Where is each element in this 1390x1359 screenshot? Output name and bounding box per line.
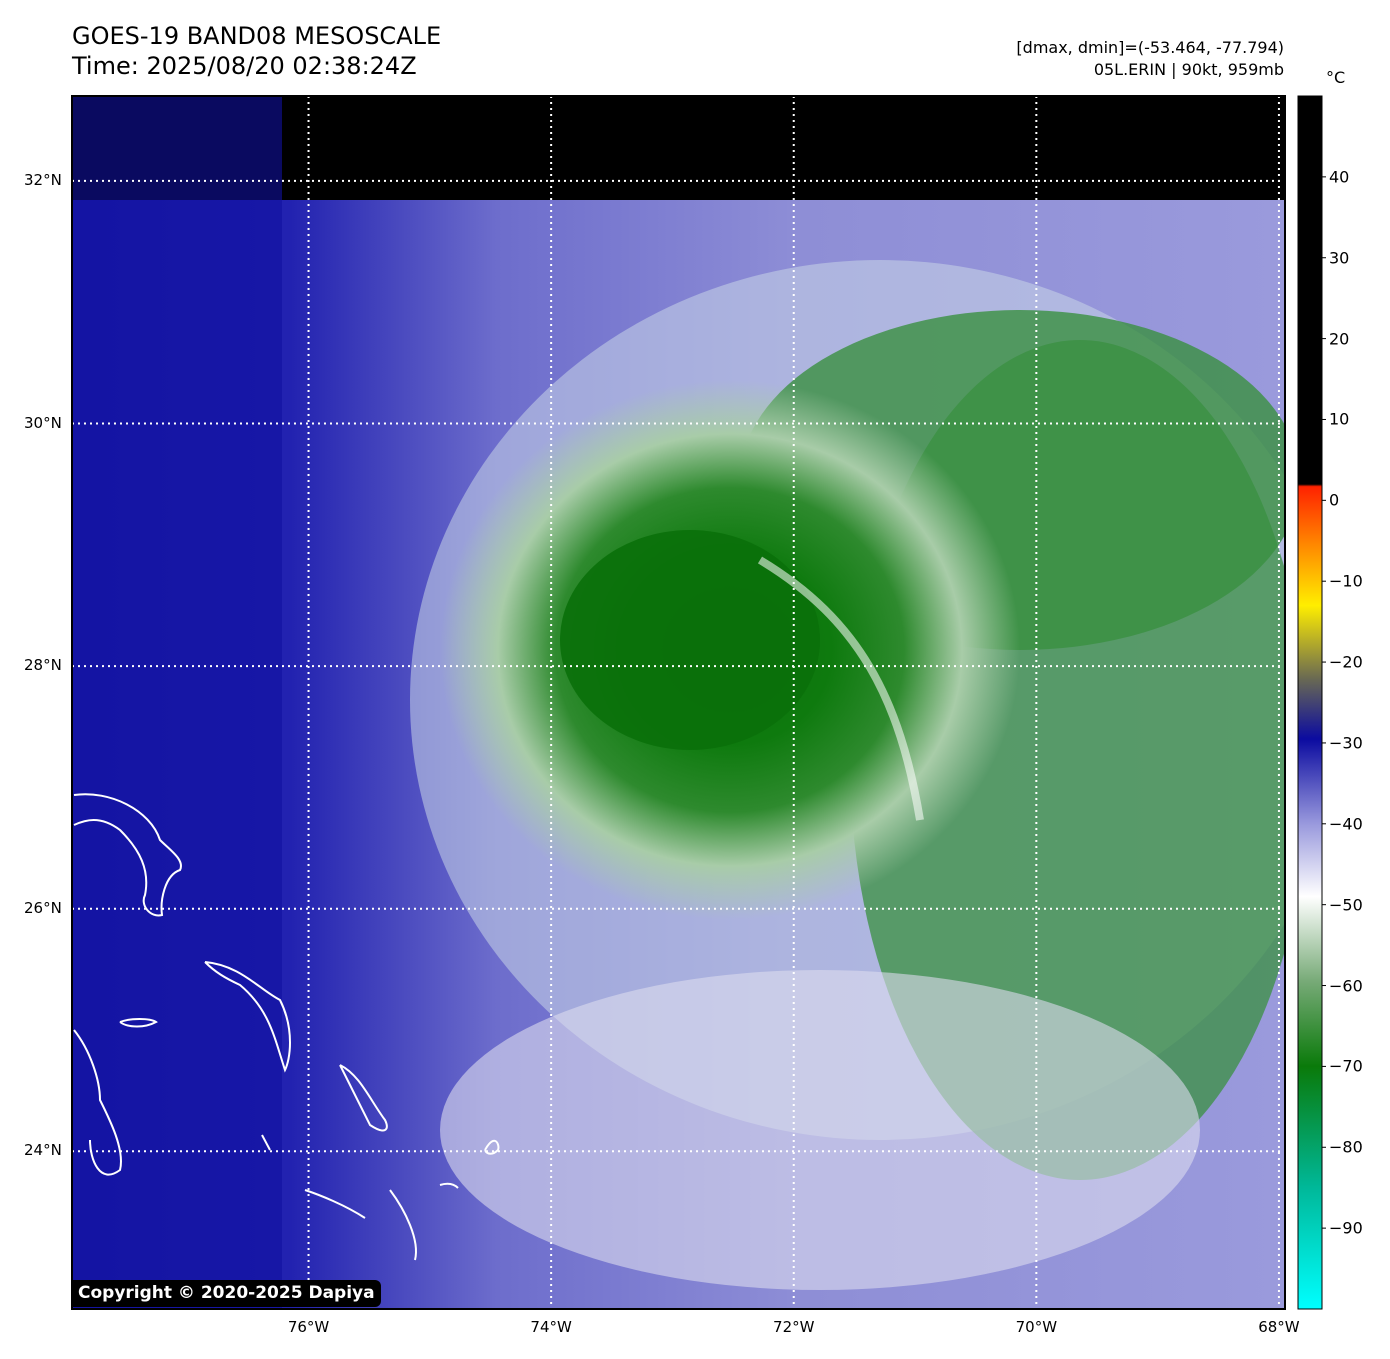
- map-frame: [71, 95, 1286, 1310]
- colorbar-tick-label: −30: [1329, 733, 1363, 753]
- colorbar-tick-label: −80: [1329, 1137, 1363, 1157]
- colorbar-tick-label: −40: [1329, 814, 1363, 834]
- latitude-label: 28°N: [24, 656, 62, 675]
- colorbar-unit: °C: [1326, 68, 1346, 87]
- colorbar-tick-label: 0: [1329, 490, 1340, 510]
- colorbar-tick-label: −90: [1329, 1218, 1363, 1238]
- colorbar-tick-label: 10: [1329, 409, 1350, 429]
- spiral-band-highlight: [757, 556, 924, 821]
- longitude-label: 74°W: [530, 1318, 572, 1336]
- bahamas-coastline: [73, 793, 500, 1261]
- map-title: GOES-19 BAND08 MESOSCALE: [72, 22, 442, 50]
- imagery-layer: [72, 96, 1285, 1309]
- colorbar-tick-label: 30: [1329, 248, 1350, 268]
- longitude-label: 72°W: [773, 1318, 815, 1336]
- colorbar: [1297, 95, 1323, 1310]
- southern-cloud-field: [440, 970, 1200, 1290]
- data-range-text: [dmax, dmin]=(-53.464, -77.794): [1016, 38, 1284, 57]
- latitude-label: 32°N: [24, 170, 62, 189]
- colorbar-tick-label: −60: [1329, 976, 1363, 996]
- colorbar-tick-label: −10: [1329, 571, 1363, 591]
- lat-lon-grid: [72, 96, 1285, 1309]
- latitude-label: 30°N: [24, 413, 62, 432]
- cold-cloud-core: [560, 530, 820, 750]
- dry-air-region: [72, 96, 282, 1309]
- colorbar-tick-label: 40: [1329, 167, 1350, 187]
- longitude-label: 70°W: [1015, 1318, 1058, 1336]
- colorbar-tick-label: −50: [1329, 895, 1363, 915]
- colorbar-ticks: [1322, 176, 1326, 1229]
- copyright-badge: Copyright © 2020-2025 Dapiya: [72, 1280, 381, 1307]
- colorbar-tick-label: −20: [1329, 652, 1363, 672]
- longitude-label: 76°W: [287, 1318, 330, 1336]
- longitude-label: 68°W: [1258, 1318, 1300, 1336]
- colorbar-tick-label: −70: [1329, 1056, 1363, 1076]
- latitude-label: 24°N: [24, 1141, 62, 1160]
- colorbar-tick-label: 20: [1329, 329, 1350, 349]
- storm-info-text: 05L.ERIN | 90kt, 959mb: [1093, 60, 1284, 79]
- latitude-label: 26°N: [24, 898, 62, 917]
- map-timestamp: Time: 2025/08/20 02:38:24Z: [72, 52, 417, 80]
